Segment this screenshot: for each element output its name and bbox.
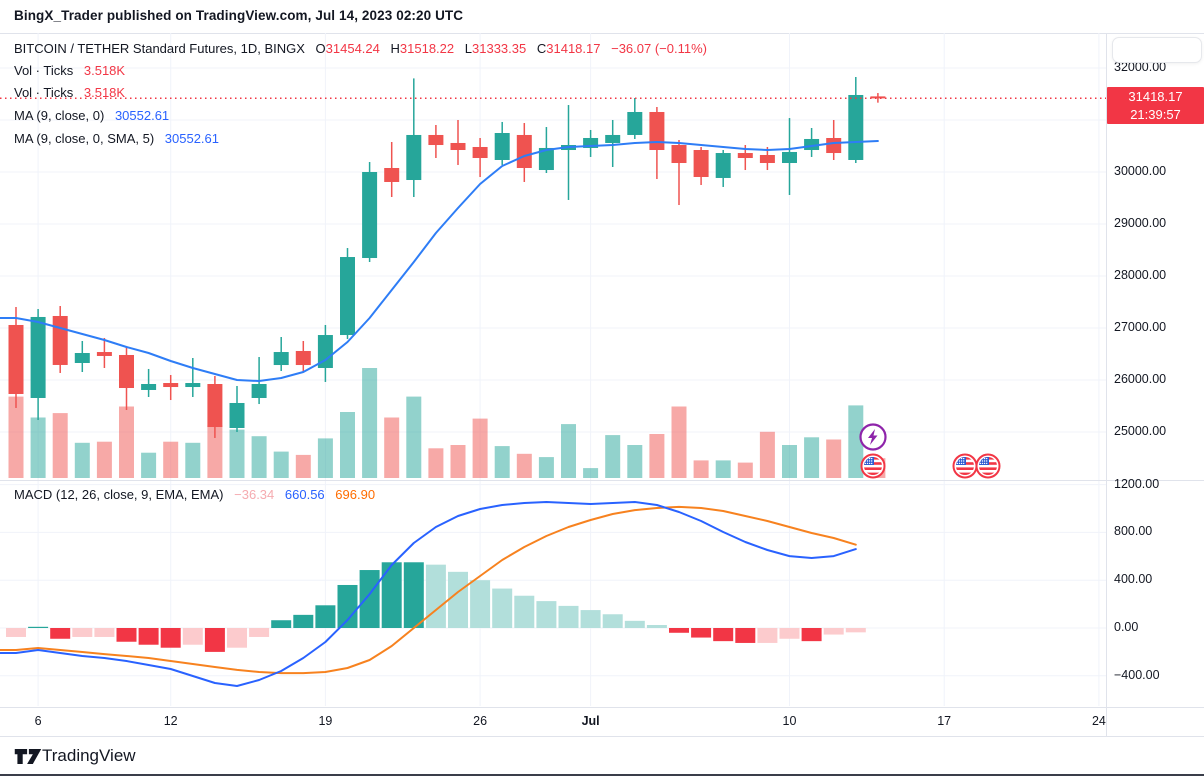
time-axis-label: Jul bbox=[581, 714, 600, 728]
last-price-value: 31418.17 bbox=[1128, 89, 1183, 104]
volume-legend-label[interactable]: Vol · Ticks bbox=[14, 85, 74, 101]
publish-header: BingX_Trader published on TradingView.co… bbox=[14, 8, 463, 23]
footer: TradingView bbox=[0, 737, 1204, 773]
symbol-legend-row[interactable]: BITCOIN / TETHER Standard Futures, 1D, B… bbox=[14, 40, 707, 58]
macd-axis-label: 1200.00 bbox=[1114, 476, 1160, 491]
price-axis-label: 27000.00 bbox=[1114, 320, 1167, 334]
time-axis-separator bbox=[0, 707, 1204, 708]
macd-main-line bbox=[0, 501, 857, 687]
macd-axis-label: 400.00 bbox=[1114, 572, 1153, 587]
ma-legend-value: 30552.61 bbox=[164, 131, 220, 147]
macd-axis-label: −400.00 bbox=[1114, 667, 1160, 682]
header-separator bbox=[0, 33, 1204, 34]
us-flag-event-icon[interactable] bbox=[952, 453, 978, 479]
pane-separator[interactable] bbox=[0, 480, 1204, 481]
macd-axis-label: 800.00 bbox=[1114, 524, 1153, 539]
ohlc-low-value: 31333.35 bbox=[472, 41, 527, 57]
macd-legend-row[interactable]: MACD (12, 26, close, 9, EMA, EMA) −36.34… bbox=[14, 486, 375, 504]
axis-border bbox=[1106, 33, 1107, 736]
publish-header-text: BingX_Trader published on TradingView.co… bbox=[14, 8, 464, 23]
ohlc-high-label: H bbox=[390, 41, 400, 57]
volume-legend-value: 3.518K bbox=[83, 63, 126, 79]
macd-legend-label[interactable]: MACD (12, 26, close, 9, EMA, EMA) bbox=[14, 487, 224, 503]
price-axis-label: 29000.00 bbox=[1114, 216, 1167, 230]
volume-legend-label[interactable]: Vol · Ticks bbox=[14, 63, 74, 79]
tradingview-logo-icon[interactable] bbox=[13, 746, 43, 766]
us-flag-event-icon[interactable] bbox=[860, 453, 886, 479]
time-axis-label: 26 bbox=[473, 714, 488, 728]
bar-countdown: 21:39:57 bbox=[1130, 107, 1181, 122]
ohlc-open-label: O bbox=[315, 41, 326, 57]
ma-line bbox=[0, 140, 879, 382]
macd-histogram bbox=[6, 562, 866, 652]
macd-signal-line bbox=[0, 505, 857, 675]
ohlc-close-value: 31418.17 bbox=[546, 41, 601, 57]
event-icons[interactable] bbox=[859, 423, 1001, 479]
time-axis-label: 10 bbox=[782, 714, 797, 728]
embed-bottom-border bbox=[0, 774, 1204, 776]
ma-legend-row-2[interactable]: MA (9, close, 0, SMA, 5) 30552.61 bbox=[14, 130, 219, 148]
ma-legend-value: 30552.61 bbox=[114, 108, 170, 124]
price-axis-label: 26000.00 bbox=[1114, 372, 1167, 386]
us-flag-event-icon[interactable] bbox=[975, 453, 1001, 479]
ohlc-close-label: C bbox=[536, 41, 547, 57]
ohlc-low-label: L bbox=[464, 41, 472, 57]
volume-series bbox=[8, 368, 886, 478]
volume-legend-row-2[interactable]: Vol · Ticks 3.518K bbox=[14, 84, 125, 102]
ma-legend-label[interactable]: MA (9, close, 0) bbox=[14, 108, 105, 124]
ohlc-open-value: 31454.24 bbox=[325, 41, 380, 57]
time-axis-label: 19 bbox=[318, 714, 333, 728]
volume-legend-row-1[interactable]: Vol · Ticks 3.518K bbox=[14, 62, 125, 80]
price-axis-label: 25000.00 bbox=[1114, 424, 1167, 438]
price-axis-label: 32000.00 bbox=[1114, 60, 1167, 74]
time-axis-label: 6 bbox=[34, 714, 42, 728]
ohlc-change-value: −36.07 (−0.11%) bbox=[611, 41, 707, 57]
macd-line-value: 660.56 bbox=[284, 487, 325, 503]
time-axis-label: 24 bbox=[1091, 714, 1106, 728]
ma-legend-label[interactable]: MA (9, close, 0, SMA, 5) bbox=[14, 131, 155, 147]
candle-series bbox=[8, 76, 886, 438]
ohlc-high-value: 31518.22 bbox=[399, 41, 455, 57]
floating-toolbar-panel bbox=[1112, 37, 1202, 63]
macd-axis-label: 0.00 bbox=[1114, 620, 1139, 634]
macd-hist-value: −36.34 bbox=[234, 487, 275, 503]
tradingview-brand-link[interactable]: TradingView bbox=[42, 746, 136, 765]
price-axis-label: 28000.00 bbox=[1114, 268, 1167, 282]
volume-legend-value: 3.518K bbox=[83, 85, 126, 101]
time-axis-label: 12 bbox=[163, 714, 178, 728]
lightning-event-icon[interactable] bbox=[859, 423, 887, 451]
last-price-badge: 31418.17 21:39:57 bbox=[1107, 87, 1204, 124]
footer-separator bbox=[0, 736, 1204, 737]
symbol-title[interactable]: BITCOIN / TETHER Standard Futures, 1D, B… bbox=[14, 41, 305, 57]
time-axis-label: 17 bbox=[937, 714, 952, 728]
price-axis-label: 30000.00 bbox=[1114, 164, 1167, 178]
ma-legend-row-1[interactable]: MA (9, close, 0) 30552.61 bbox=[14, 107, 169, 125]
macd-signal-value: 696.90 bbox=[335, 487, 376, 503]
